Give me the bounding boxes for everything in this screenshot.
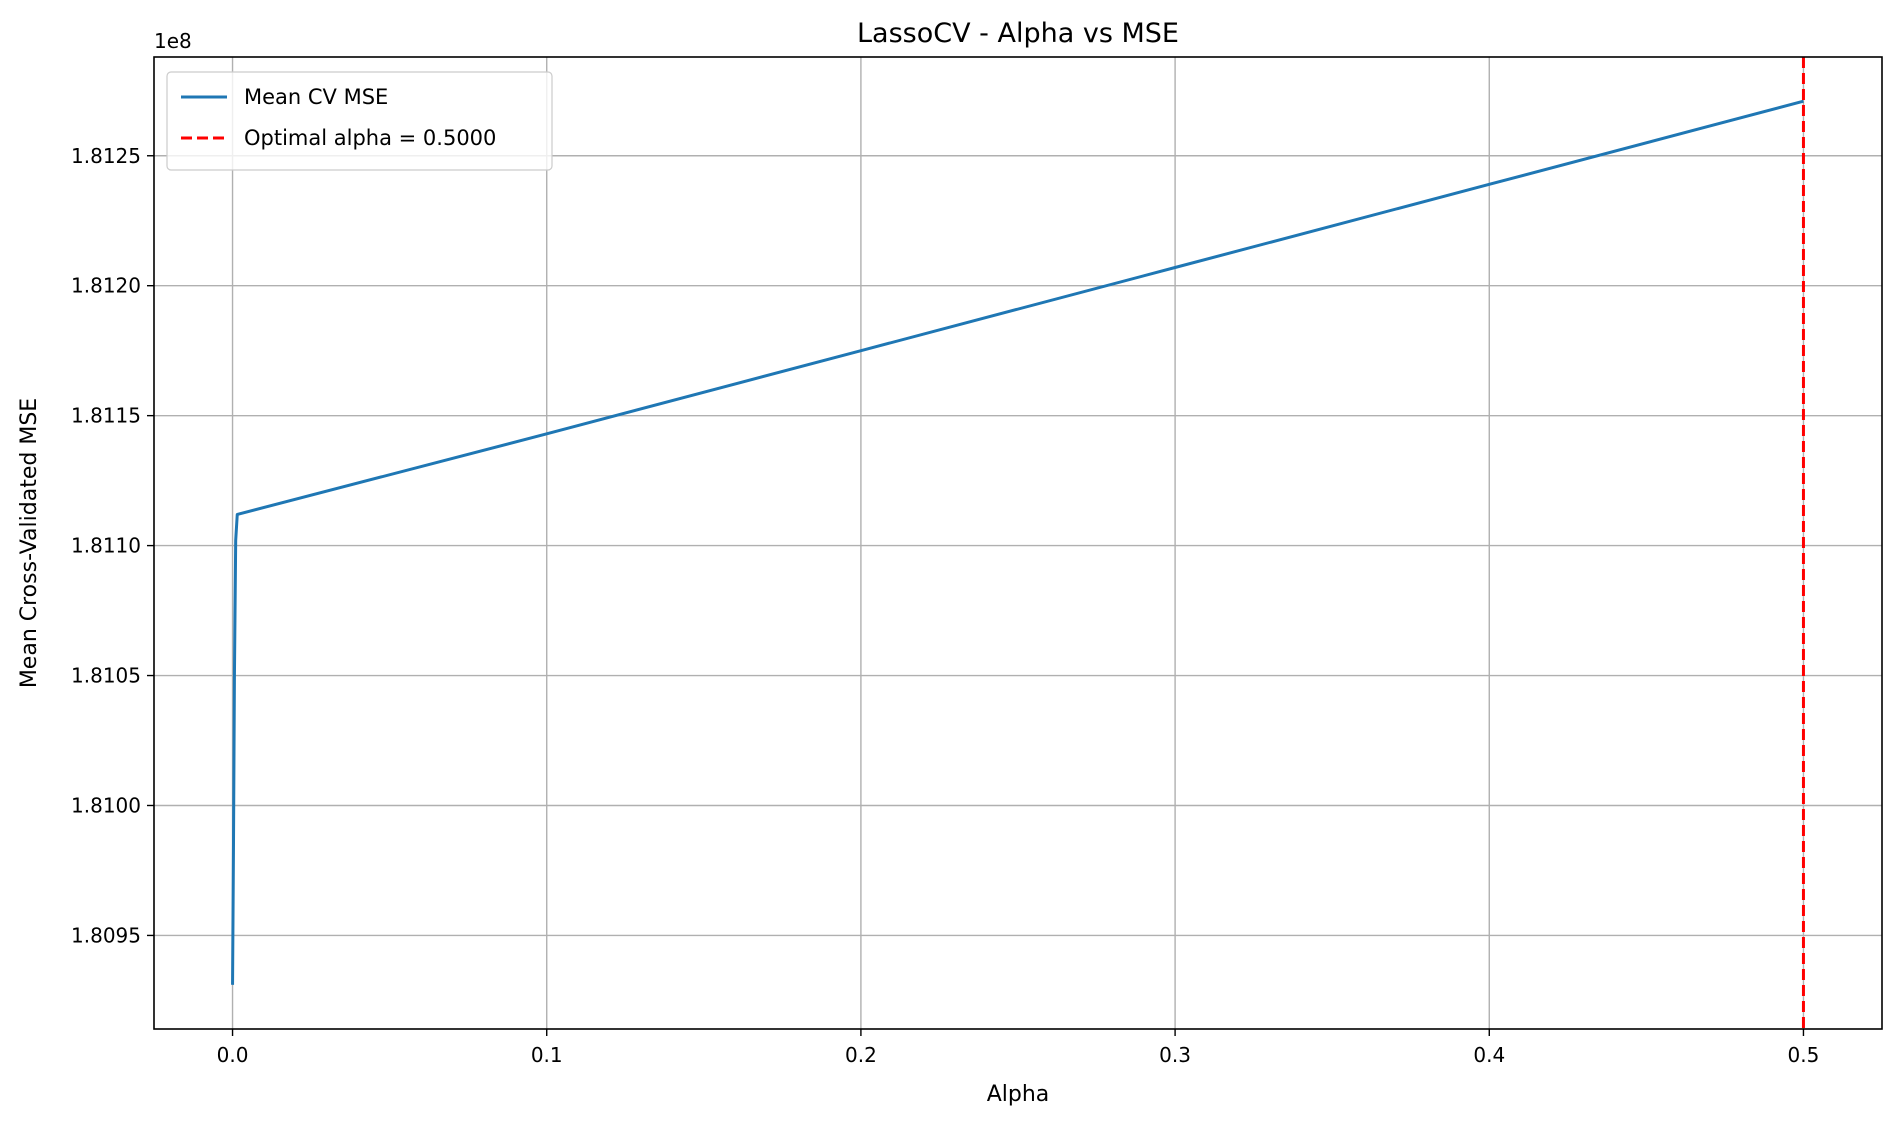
series-layer xyxy=(231,99,1804,985)
series-line-mean-cv-mse xyxy=(231,99,1804,985)
plot-frame xyxy=(153,56,1883,1030)
y-axis-ticks: 1.8095 1.8100 1.8105 1.8110 1.8115 1.8120 1.81… xyxy=(71,144,154,947)
x-tick-label: 0.5 xyxy=(1788,1043,1820,1067)
y-axis-offset-label: 1e8 xyxy=(154,29,192,53)
x-tick-label: 0.1 xyxy=(531,1043,563,1067)
x-axis-ticks: 0.0 0.1 0.2 0.3 0.4 0.5 xyxy=(217,1029,1820,1067)
y-tick-label: 1.8110 xyxy=(71,534,141,558)
grid xyxy=(154,57,1882,1029)
y-tick-label: 1.8100 xyxy=(71,793,141,817)
x-tick-label: 0.4 xyxy=(1473,1043,1505,1067)
legend: Mean CV MSE Optimal alpha = 0.5000 xyxy=(166,71,553,171)
y-tick-label: 1.8120 xyxy=(71,274,141,298)
x-tick-label: 0.3 xyxy=(1159,1043,1191,1067)
legend-entry-label: Mean CV MSE xyxy=(244,85,388,109)
x-tick-label: 0.2 xyxy=(845,1043,877,1067)
legend-entry-label: Optimal alpha = 0.5000 xyxy=(244,126,496,150)
chart-title: LassoCV - Alpha vs MSE xyxy=(857,18,1179,49)
y-tick-label: 1.8115 xyxy=(71,404,141,428)
y-tick-label: 1.8125 xyxy=(71,144,141,168)
x-tick-label: 0.0 xyxy=(217,1043,249,1067)
x-axis-label: Alpha xyxy=(987,1082,1050,1107)
y-axis-label: Mean Cross-Validated MSE xyxy=(17,398,42,688)
legend-box xyxy=(166,71,553,171)
y-tick-label: 1.8095 xyxy=(71,923,141,947)
y-tick-label: 1.8105 xyxy=(71,664,141,688)
legend-items: Mean CV MSE Optimal alpha = 0.5000 xyxy=(181,85,496,150)
